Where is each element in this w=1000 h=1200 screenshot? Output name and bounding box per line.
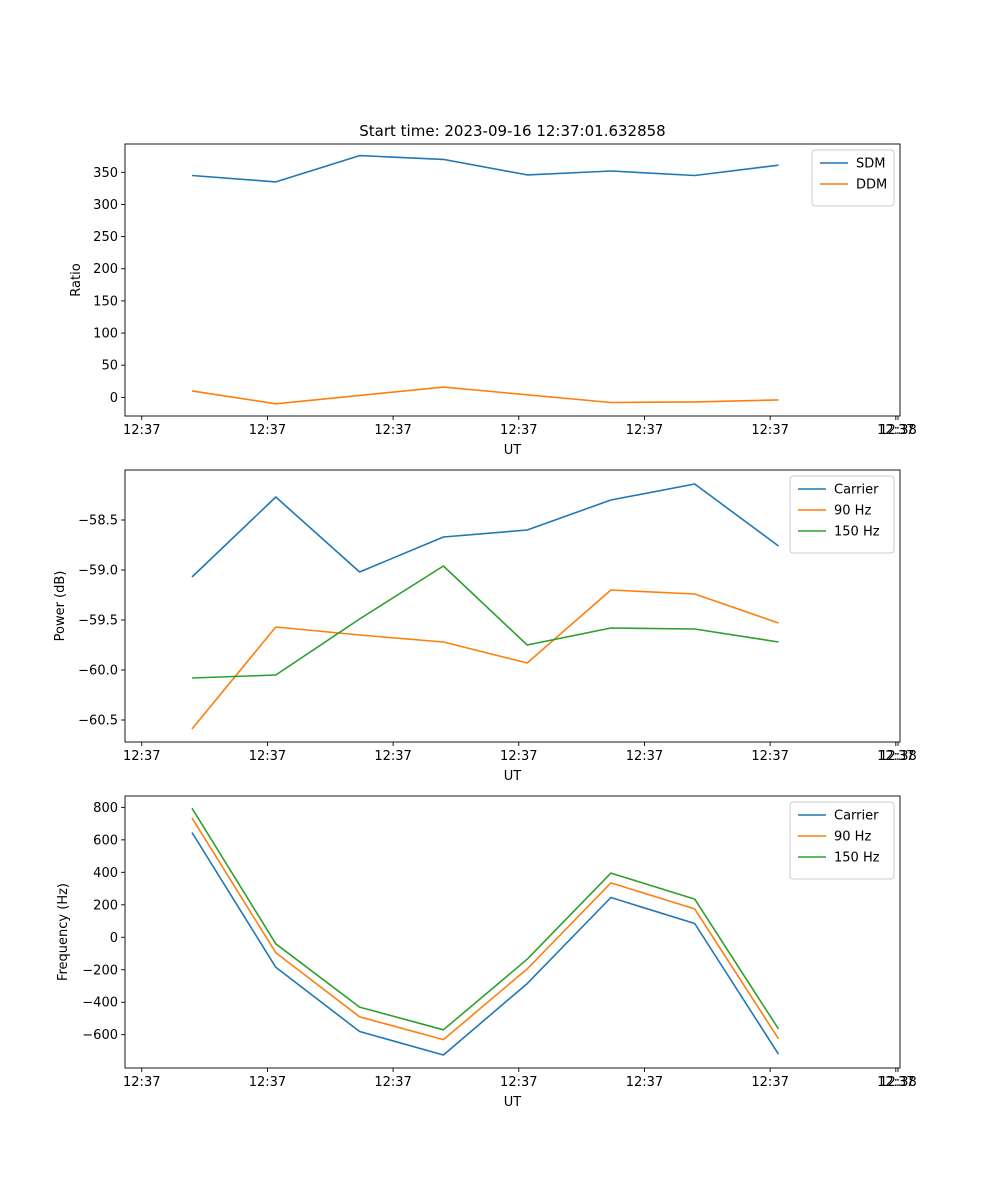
- ratio-y-tick-label: 0: [110, 391, 118, 406]
- ratio-x-tick-label: 12:37: [500, 423, 537, 438]
- frequency-legend-label: 150 Hz: [834, 851, 880, 866]
- ratio-y-axis-label: Ratio: [69, 263, 84, 296]
- power-x-tick-label: 12:38: [879, 749, 916, 764]
- power-x-tick-label: 12:37: [123, 749, 160, 764]
- frequency-x-tick-label: 12:38: [879, 1075, 916, 1090]
- frequency-y-tick-label: 0: [110, 931, 118, 946]
- power-x-tick-label: 12:37: [374, 749, 411, 764]
- power-x-tick-label: 12:37: [626, 749, 663, 764]
- ratio-panel: 12:37 12:37 12:37 12:37 12:37 12:37 12:3712:38…: [69, 143, 917, 458]
- power-legend-label: Carrier: [834, 483, 879, 498]
- power-x-tick-label: 12:37: [249, 749, 286, 764]
- ratio-x-tick-label: 12:37: [877, 423, 914, 438]
- frequency-legend-label: 90 Hz: [834, 830, 871, 845]
- ratio-legend-label: SDM: [856, 157, 885, 172]
- power-x-tick-label: 12:37: [751, 749, 788, 764]
- ratio-series-ddm-line: [191, 386, 779, 405]
- frequency-x-tick-label: 12:37: [877, 1075, 914, 1090]
- frequency-panel: 12:37 12:37 12:37 12:37 12:37 12:37 12:3712:38…: [56, 795, 917, 1110]
- frequency-series-90-hz-line: [191, 817, 780, 1041]
- frequency-x-tick-label: 12:37: [374, 1075, 411, 1090]
- ratio-y-tick-label: 200: [93, 262, 118, 277]
- ratio-x-tick-label: 12:37: [751, 423, 788, 438]
- ratio-series-sdm-line: [191, 154, 779, 183]
- ratio-y-tick-label: 300: [93, 198, 118, 213]
- frequency-x-tick-label: 12:37: [123, 1075, 160, 1090]
- frequency-x-tick-label: 12:37: [751, 1075, 788, 1090]
- ratio-y-tick-label: 250: [93, 230, 118, 245]
- power-y-tick-label: −58.5: [78, 514, 118, 529]
- power-legend-box: [789, 475, 895, 554]
- power-series-150-hz-line: [191, 565, 779, 679]
- figure-title: Start time: 2023-09-16 12:37:01.632858: [359, 122, 665, 140]
- frequency-legend-box: [789, 801, 895, 880]
- power-panel: 12:37 12:37 12:37 12:37 12:37 12:37 12:3712:38…: [53, 469, 917, 784]
- frequency-series-150-hz-line: [191, 807, 780, 1031]
- frequency-x-tick-label: 12:37: [249, 1075, 286, 1090]
- ratio-y-tick-label: 100: [93, 327, 118, 342]
- power-x-tick-label: 12:37: [500, 749, 537, 764]
- frequency-y-tick-label: −200: [82, 963, 118, 978]
- power-series-carrier-line: [191, 483, 779, 578]
- frequency-y-axis-label: Frequency (Hz): [56, 883, 71, 981]
- power-series-90-hz-line: [191, 589, 779, 730]
- ratio-axes-frame: [124, 143, 901, 417]
- ratio-x-tick-label: 12:37: [626, 423, 663, 438]
- ratio-legend: SDM DDM: [811, 149, 895, 207]
- frequency-axes-frame: [124, 795, 901, 1069]
- ratio-x-tick-label: 12:37: [249, 423, 286, 438]
- frequency-legend: Carrier 90 Hz 150 Hz: [789, 801, 895, 880]
- ratio-y-tick-label: 150: [93, 294, 118, 309]
- power-legend: Carrier 90 Hz 150 Hz: [789, 475, 895, 554]
- ratio-x-tick-label: 12:38: [879, 423, 916, 438]
- frequency-y-tick-label: −400: [82, 996, 118, 1011]
- frequency-series-carrier-line: [191, 832, 780, 1056]
- frequency-y-tick-label: 600: [93, 833, 118, 848]
- frequency-y-tick-label: 800: [93, 801, 118, 816]
- power-legend-label: 150 Hz: [834, 525, 880, 540]
- power-y-tick-label: −59.0: [78, 564, 118, 579]
- frequency-legend-label: Carrier: [834, 809, 879, 824]
- frequency-y-tick-label: 400: [93, 866, 118, 881]
- power-axes-frame: [124, 469, 901, 743]
- frequency-y-tick-label: −600: [82, 1028, 118, 1043]
- power-legend-label: 90 Hz: [834, 504, 871, 519]
- power-y-tick-label: −60.0: [78, 664, 118, 679]
- frequency-x-tick-label: 12:37: [500, 1075, 537, 1090]
- frequency-y-tick-label: 200: [93, 898, 118, 913]
- ratio-legend-box: [811, 149, 895, 207]
- ratio-legend-label: DDM: [856, 178, 887, 193]
- frequency-x-tick-label: 12:37: [626, 1075, 663, 1090]
- ratio-x-axis-label: UT: [504, 443, 522, 458]
- ratio-x-tick-label: 12:37: [123, 423, 160, 438]
- power-y-tick-label: −60.5: [78, 714, 118, 729]
- power-x-axis-label: UT: [504, 769, 522, 784]
- power-y-axis-label: Power (dB): [53, 571, 68, 642]
- ratio-x-tick-label: 12:37: [374, 423, 411, 438]
- ratio-y-tick-label: 350: [93, 166, 118, 181]
- frequency-x-axis-label: UT: [504, 1095, 522, 1110]
- ratio-y-tick-label: 50: [101, 359, 118, 374]
- power-y-tick-label: −59.5: [78, 614, 118, 629]
- power-x-tick-label: 12:37: [877, 749, 914, 764]
